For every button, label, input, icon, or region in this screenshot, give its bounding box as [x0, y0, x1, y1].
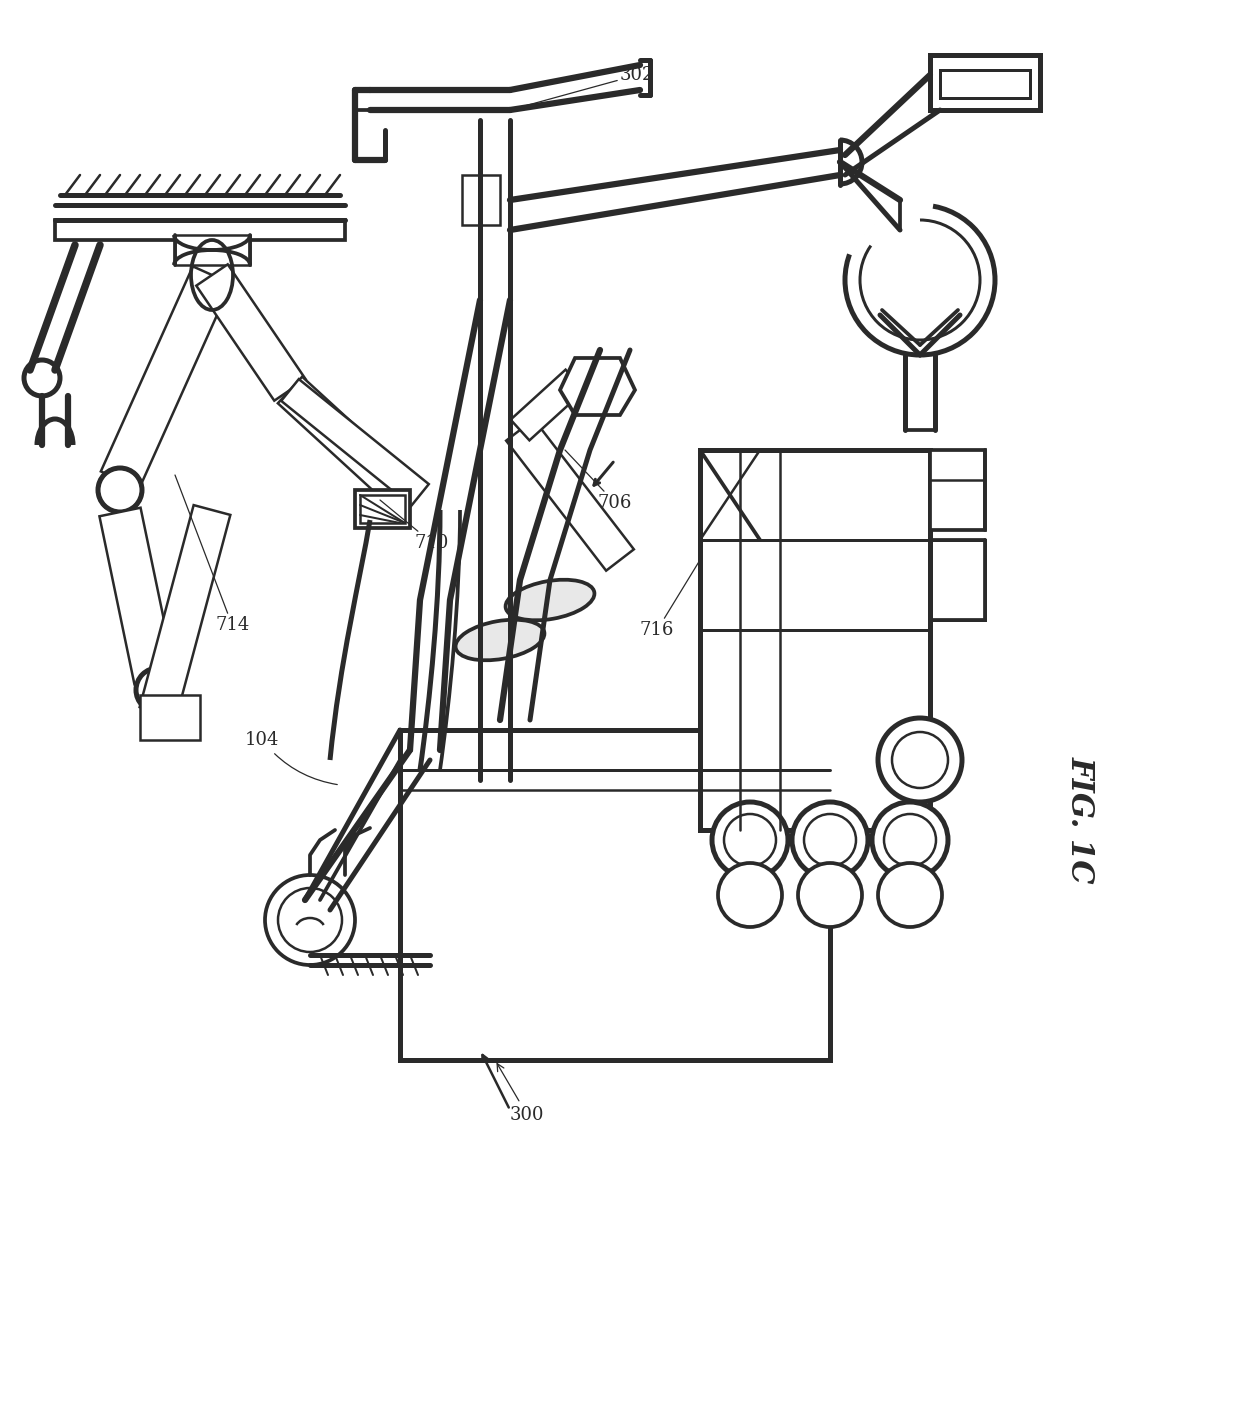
Text: 706: 706 [565, 449, 632, 511]
Bar [463, 175, 500, 225]
Circle shape [792, 802, 868, 878]
Text: 302: 302 [510, 66, 655, 110]
Bar [140, 695, 200, 740]
Circle shape [265, 875, 355, 965]
Bar [175, 235, 250, 265]
Bar [355, 490, 410, 528]
Text: 710: 710 [379, 500, 449, 552]
Circle shape [24, 361, 60, 396]
Text: 714: 714 [175, 475, 249, 634]
Polygon shape [560, 358, 635, 416]
Polygon shape [100, 266, 231, 489]
Ellipse shape [506, 579, 594, 620]
Bar [360, 495, 405, 523]
Bar [401, 730, 830, 1060]
Text: 104: 104 [246, 731, 337, 785]
Circle shape [872, 802, 949, 878]
Polygon shape [99, 507, 176, 685]
Circle shape [98, 468, 143, 511]
Circle shape [712, 802, 787, 878]
Polygon shape [506, 420, 634, 571]
Bar [55, 220, 345, 240]
Polygon shape [196, 265, 306, 400]
Circle shape [136, 668, 180, 712]
Bar [930, 540, 985, 620]
Bar [930, 449, 985, 530]
Polygon shape [278, 376, 422, 513]
Polygon shape [511, 369, 584, 441]
Text: 716: 716 [640, 559, 701, 640]
Polygon shape [281, 379, 429, 506]
Ellipse shape [455, 620, 544, 661]
Circle shape [718, 862, 782, 927]
Polygon shape [140, 504, 231, 717]
Bar [940, 70, 1030, 99]
Circle shape [878, 862, 942, 927]
Circle shape [799, 862, 862, 927]
Bar [930, 55, 1040, 110]
Text: FIG. 1C: FIG. 1C [1064, 757, 1095, 883]
Circle shape [878, 719, 962, 802]
Bar [701, 449, 930, 830]
Text: 300: 300 [497, 1064, 544, 1124]
